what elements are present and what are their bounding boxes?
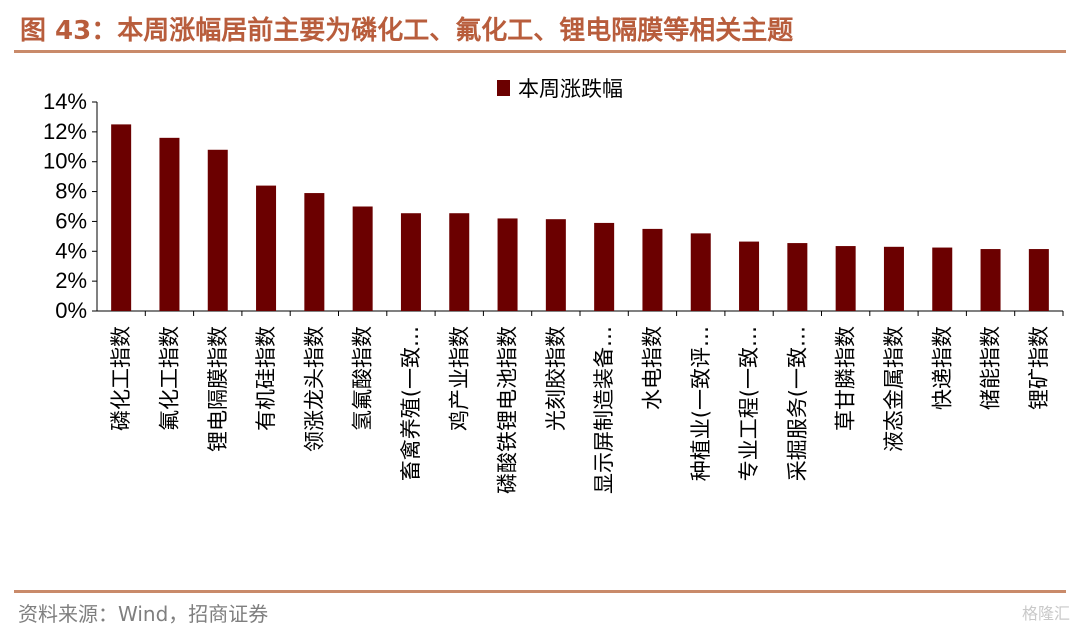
category-label: 氟化工指数 bbox=[157, 326, 181, 431]
y-tick-label: 10% bbox=[43, 149, 87, 174]
category-label: 氢氟酸指数 bbox=[351, 326, 375, 431]
y-tick-label: 8% bbox=[55, 179, 87, 204]
bar bbox=[304, 193, 325, 311]
bar bbox=[835, 246, 856, 311]
y-tick-label: 6% bbox=[55, 208, 87, 233]
bars bbox=[111, 124, 1064, 316]
category-label: 磷化工指数 bbox=[109, 326, 133, 431]
bar bbox=[497, 218, 518, 311]
category-label: 快递指数 bbox=[930, 326, 954, 410]
bar bbox=[739, 241, 760, 311]
category-label: 锂矿指数 bbox=[1027, 326, 1051, 410]
category-label: 显示屏制造装备… bbox=[592, 326, 616, 494]
y-tick-label: 4% bbox=[55, 238, 87, 263]
y-tick-label: 0% bbox=[55, 298, 87, 323]
bar bbox=[400, 213, 421, 311]
category-label: 采掘服务(一致… bbox=[785, 326, 809, 481]
y-tick-label: 2% bbox=[55, 268, 87, 293]
category-label: 草甘膦指数 bbox=[834, 326, 858, 431]
bar bbox=[545, 219, 566, 311]
bar bbox=[594, 222, 615, 311]
category-label: 鸡产业指数 bbox=[447, 326, 471, 431]
category-label: 水电指数 bbox=[640, 326, 664, 410]
y-tick-label: 14% bbox=[43, 89, 87, 114]
bar bbox=[787, 243, 808, 311]
y-tick-label: 12% bbox=[43, 119, 87, 144]
category-label: 磷酸铁锂电池指数 bbox=[496, 326, 520, 494]
bar bbox=[111, 124, 132, 312]
category-label: 液态金属指数 bbox=[882, 326, 906, 452]
category-labels: 磷化工指数 氟化工指数 锂电隔膜指数 有机硅指数 领涨龙头指数 氢氟酸指数 畜禽养殖(一致…… bbox=[109, 326, 1051, 494]
bar bbox=[207, 149, 228, 311]
source-note: 资料来源：Wind，招商证券 bbox=[18, 602, 269, 626]
bar bbox=[883, 246, 904, 311]
category-label: 储能指数 bbox=[979, 326, 1003, 410]
bar bbox=[1028, 249, 1049, 311]
category-label: 有机硅指数 bbox=[254, 326, 278, 431]
category-label: 专业工程(一致… bbox=[737, 326, 761, 481]
watermark: 格隆汇 bbox=[1021, 604, 1070, 623]
legend-label: 本周涨跌幅 bbox=[518, 77, 623, 101]
title-divider bbox=[14, 50, 1066, 53]
category-label: 畜禽养殖(一致… bbox=[399, 326, 423, 481]
category-label: 光刻胶指数 bbox=[544, 326, 568, 431]
bar-chart: 0% 2% 4% 6% 8% 10% 12% 14% 磷化工指数 氟化工指数 锂电隔膜指数 有机硅指… bbox=[43, 77, 1064, 494]
figure-title: 图 43：本周涨幅居前主要为磷化工、氟化工、锂电隔膜等相关主题 bbox=[20, 16, 794, 46]
bar bbox=[449, 213, 470, 311]
bar bbox=[642, 228, 663, 311]
bar bbox=[980, 249, 1001, 311]
category-label: 锂电隔膜指数 bbox=[206, 326, 230, 452]
bar bbox=[690, 233, 711, 311]
category-label: 领涨龙头指数 bbox=[302, 326, 326, 452]
bar bbox=[159, 137, 180, 311]
legend-swatch bbox=[497, 80, 510, 96]
bar bbox=[932, 247, 953, 311]
category-label: 种植业(一致评… bbox=[689, 326, 713, 481]
bar bbox=[352, 206, 373, 311]
legend: 本周涨跌幅 bbox=[497, 77, 623, 101]
footer-divider bbox=[14, 590, 1066, 593]
bar bbox=[256, 185, 277, 311]
